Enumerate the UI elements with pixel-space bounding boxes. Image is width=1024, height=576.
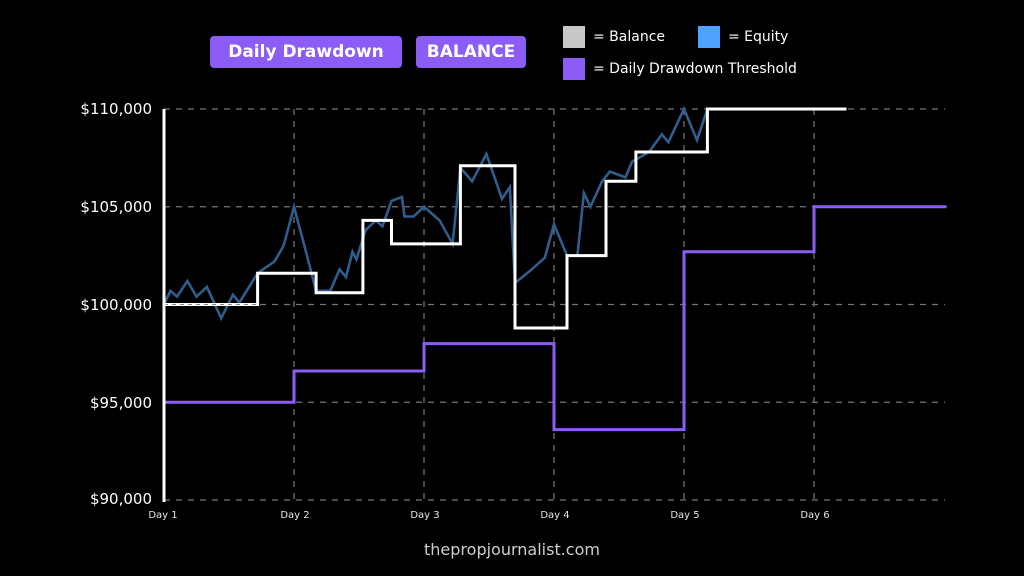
daily-drawdown-tag: Daily Drawdown [210,36,402,68]
balance-swatch-icon [563,26,585,48]
ytick-100000: $100,000 [80,296,152,314]
xtick-day3: Day 3 [410,510,440,521]
balance-line [164,107,847,330]
ytick-105000: $105,000 [80,198,152,216]
legend-balance-label: = Balance [593,29,666,45]
footer-watermark: thepropjournalist.com [424,540,600,559]
balance-tag: BALANCE [416,36,526,68]
equity-swatch-icon [698,26,720,48]
xtick-day4: Day 4 [540,510,570,521]
legend-equity: = Equity [698,26,788,48]
legend-balance: = Balance [563,26,665,48]
threshold-swatch-icon [563,58,585,80]
xtick-day1: Day 1 [148,510,178,521]
xtick-day5: Day 5 [670,510,700,521]
equity-line [162,105,709,322]
daily-drawdown-threshold-line [164,205,947,432]
ytick-110000: $110,000 [80,100,152,118]
chart-series [162,105,947,432]
ytick-90000: $90,000 [89,490,152,508]
legend-threshold-label: = Daily Drawdown Threshold [593,61,797,77]
legend-equity-label: = Equity [728,29,789,45]
ytick-95000: $95,000 [89,394,152,412]
xtick-day2: Day 2 [280,510,310,521]
grid-lines [164,108,945,501]
legend-threshold: = Daily Drawdown Threshold [563,58,797,80]
xtick-day6: Day 6 [800,510,830,521]
